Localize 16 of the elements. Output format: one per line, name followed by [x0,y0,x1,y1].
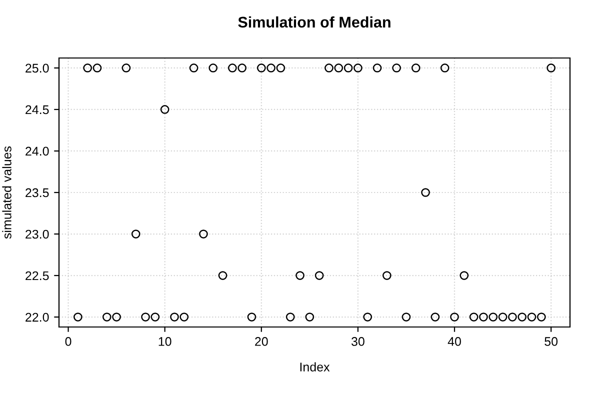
y-tick-label: 24.0 [26,146,49,156]
y-tick-label: 22.0 [26,312,49,322]
y-tick-label: 23.0 [26,230,49,239]
y-tick-label: 25.0 [26,64,49,73]
y-tick-label: 24.5 [26,105,49,114]
y-tick-label: 23.5 [26,188,49,198]
x-tick-label: 0 [65,337,72,346]
x-tick-label: 20 [255,337,268,346]
x-axis-title: Index [300,362,330,372]
y-tick-label: 22.5 [26,271,49,280]
chart-title: Simulation of Median [238,16,390,28]
x-tick-label: 10 [158,337,172,346]
x-tick-label: 40 [448,337,461,346]
x-tick-label: 50 [544,337,558,346]
y-axis-title: simulated values [2,146,12,239]
x-tick-label: 30 [351,337,364,346]
